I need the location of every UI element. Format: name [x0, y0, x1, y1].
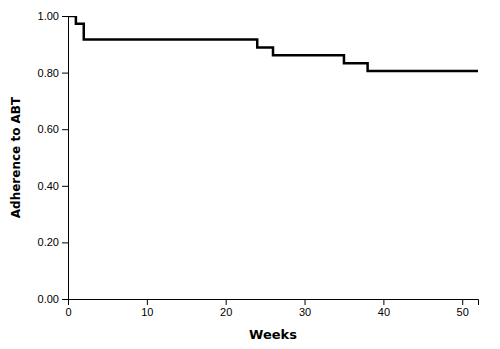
y-axis-line [62, 17, 69, 300]
y-tick-label: 0.60 [38, 123, 59, 135]
x-axis: 0 10 20 30 40 50 [65, 299, 478, 318]
y-tick-mark [62, 73, 68, 74]
x-tick-label: 20 [220, 306, 232, 318]
y-axis-title: Adherence to ABT [9, 96, 23, 218]
x-tick: 50 [457, 299, 469, 318]
y-tick: 0.00 [38, 293, 68, 305]
x-tick: 0 [65, 299, 71, 318]
y-tick: 0.20 [38, 236, 68, 248]
x-tick-label: 40 [378, 306, 390, 318]
y-tick: 0.40 [38, 180, 68, 192]
x-axis-title: Weeks [249, 327, 297, 342]
x-tick-mark [147, 299, 148, 305]
y-tick: 0.80 [38, 67, 68, 79]
y-tick-label: 0.00 [38, 293, 59, 305]
x-tick-label: 10 [141, 306, 153, 318]
y-tick-mark [62, 129, 68, 130]
x-tick: 10 [141, 299, 153, 318]
x-tick-mark [226, 299, 227, 305]
x-tick-mark [305, 299, 306, 305]
y-axis: 0.00 0.20 0.40 0.60 0.80 1.00 [38, 10, 69, 305]
y-tick-label: 1.00 [38, 10, 59, 22]
y-tick: 0.60 [38, 123, 68, 135]
y-tick-mark [62, 16, 68, 17]
y-tick: 1.00 [38, 10, 68, 22]
x-tick-label: 50 [457, 306, 469, 318]
survival-line [68, 16, 478, 71]
x-tick-label: 30 [299, 306, 311, 318]
plot: 0 10 20 30 40 50 0.00 0.20 0.40 0.60 0.80 1.00 [38, 10, 479, 318]
y-tick-label: 0.40 [38, 180, 59, 192]
y-tick-label: 0.80 [38, 67, 59, 79]
x-tick-label: 0 [65, 306, 71, 318]
y-tick-label: 0.20 [38, 236, 59, 248]
marks [68, 16, 478, 71]
x-tick: 40 [378, 299, 390, 318]
chart: 0 10 20 30 40 50 0.00 0.20 0.40 0.60 0.80 1.00 Weeks… [0, 0, 500, 349]
x-tick-mark [462, 299, 463, 305]
x-tick: 30 [299, 299, 311, 318]
y-tick-mark [62, 242, 68, 243]
y-tick-mark [62, 299, 68, 300]
x-tick: 20 [220, 299, 232, 318]
y-tick-mark [62, 186, 68, 187]
x-axis-line [69, 300, 479, 306]
x-tick-mark [383, 299, 384, 305]
